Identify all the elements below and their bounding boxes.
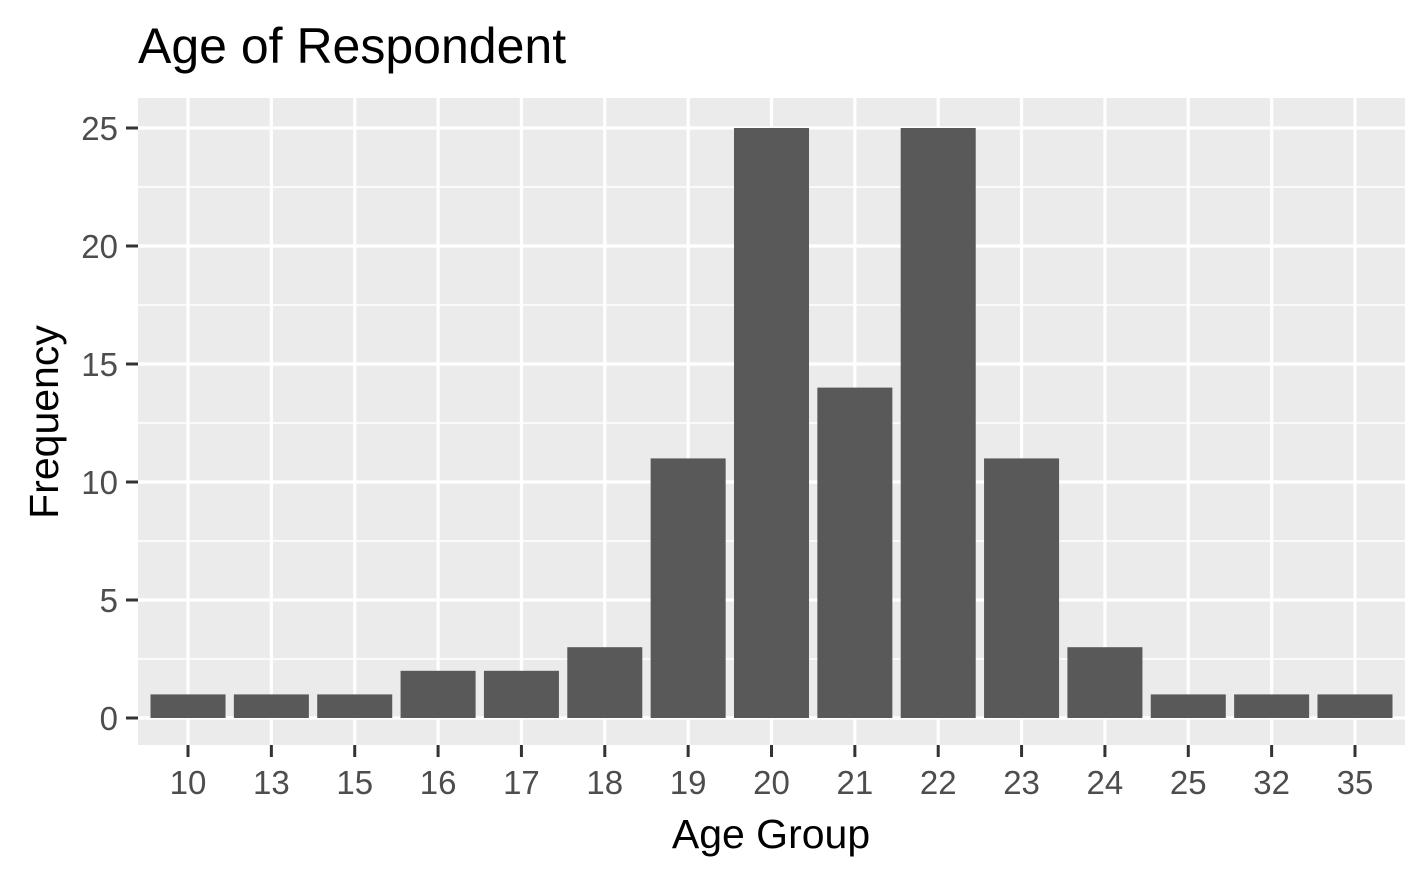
y-tick-label: 15 — [81, 346, 118, 383]
y-axis-title: Frequency — [21, 325, 67, 519]
y-tick-label: 25 — [81, 110, 118, 147]
bar-15 — [317, 694, 393, 718]
x-tick-label: 19 — [670, 764, 707, 801]
bar-24 — [1067, 647, 1143, 718]
axes: 0 5 10 15 20 25 10 13 15 16 17 18 19 20 21 22 23 24 25 32 35 — [81, 110, 1373, 801]
x-tick-label: 10 — [170, 764, 207, 801]
bar-20 — [733, 128, 810, 718]
bar-23 — [984, 458, 1060, 718]
x-tick-label: 22 — [920, 764, 957, 801]
x-axis-title: Age Group — [672, 811, 870, 857]
bar-19 — [650, 458, 726, 718]
bar-10 — [150, 694, 226, 718]
x-tick-label: 35 — [1337, 764, 1374, 801]
bar-35 — [1317, 694, 1393, 718]
y-tick-label: 10 — [81, 464, 118, 501]
bar-32 — [1234, 694, 1310, 718]
x-tick-label: 13 — [253, 764, 290, 801]
x-tick-label: 32 — [1253, 764, 1290, 801]
bar-16 — [400, 670, 476, 718]
y-tick-label: 0 — [100, 700, 118, 737]
x-tick-label: 24 — [1087, 764, 1124, 801]
bar-13 — [233, 694, 309, 718]
x-tick-label: 16 — [420, 764, 457, 801]
x-tick-label: 17 — [503, 764, 540, 801]
x-tick-label: 25 — [1170, 764, 1207, 801]
x-tick-label: 20 — [753, 764, 790, 801]
x-tick-label: 23 — [1003, 764, 1040, 801]
x-tick-label: 18 — [586, 764, 623, 801]
bar-25 — [1150, 694, 1226, 718]
bar-21 — [817, 387, 893, 718]
bar-22 — [900, 128, 976, 718]
x-tick-label: 15 — [336, 764, 373, 801]
bar-17 — [483, 670, 559, 718]
bar-18 — [567, 647, 643, 718]
bars — [150, 128, 1393, 718]
chart-title: Age of Respondent — [138, 18, 566, 74]
y-tick-label: 20 — [81, 228, 118, 265]
x-tick-label: 21 — [836, 764, 873, 801]
y-tick-label: 5 — [100, 582, 118, 619]
